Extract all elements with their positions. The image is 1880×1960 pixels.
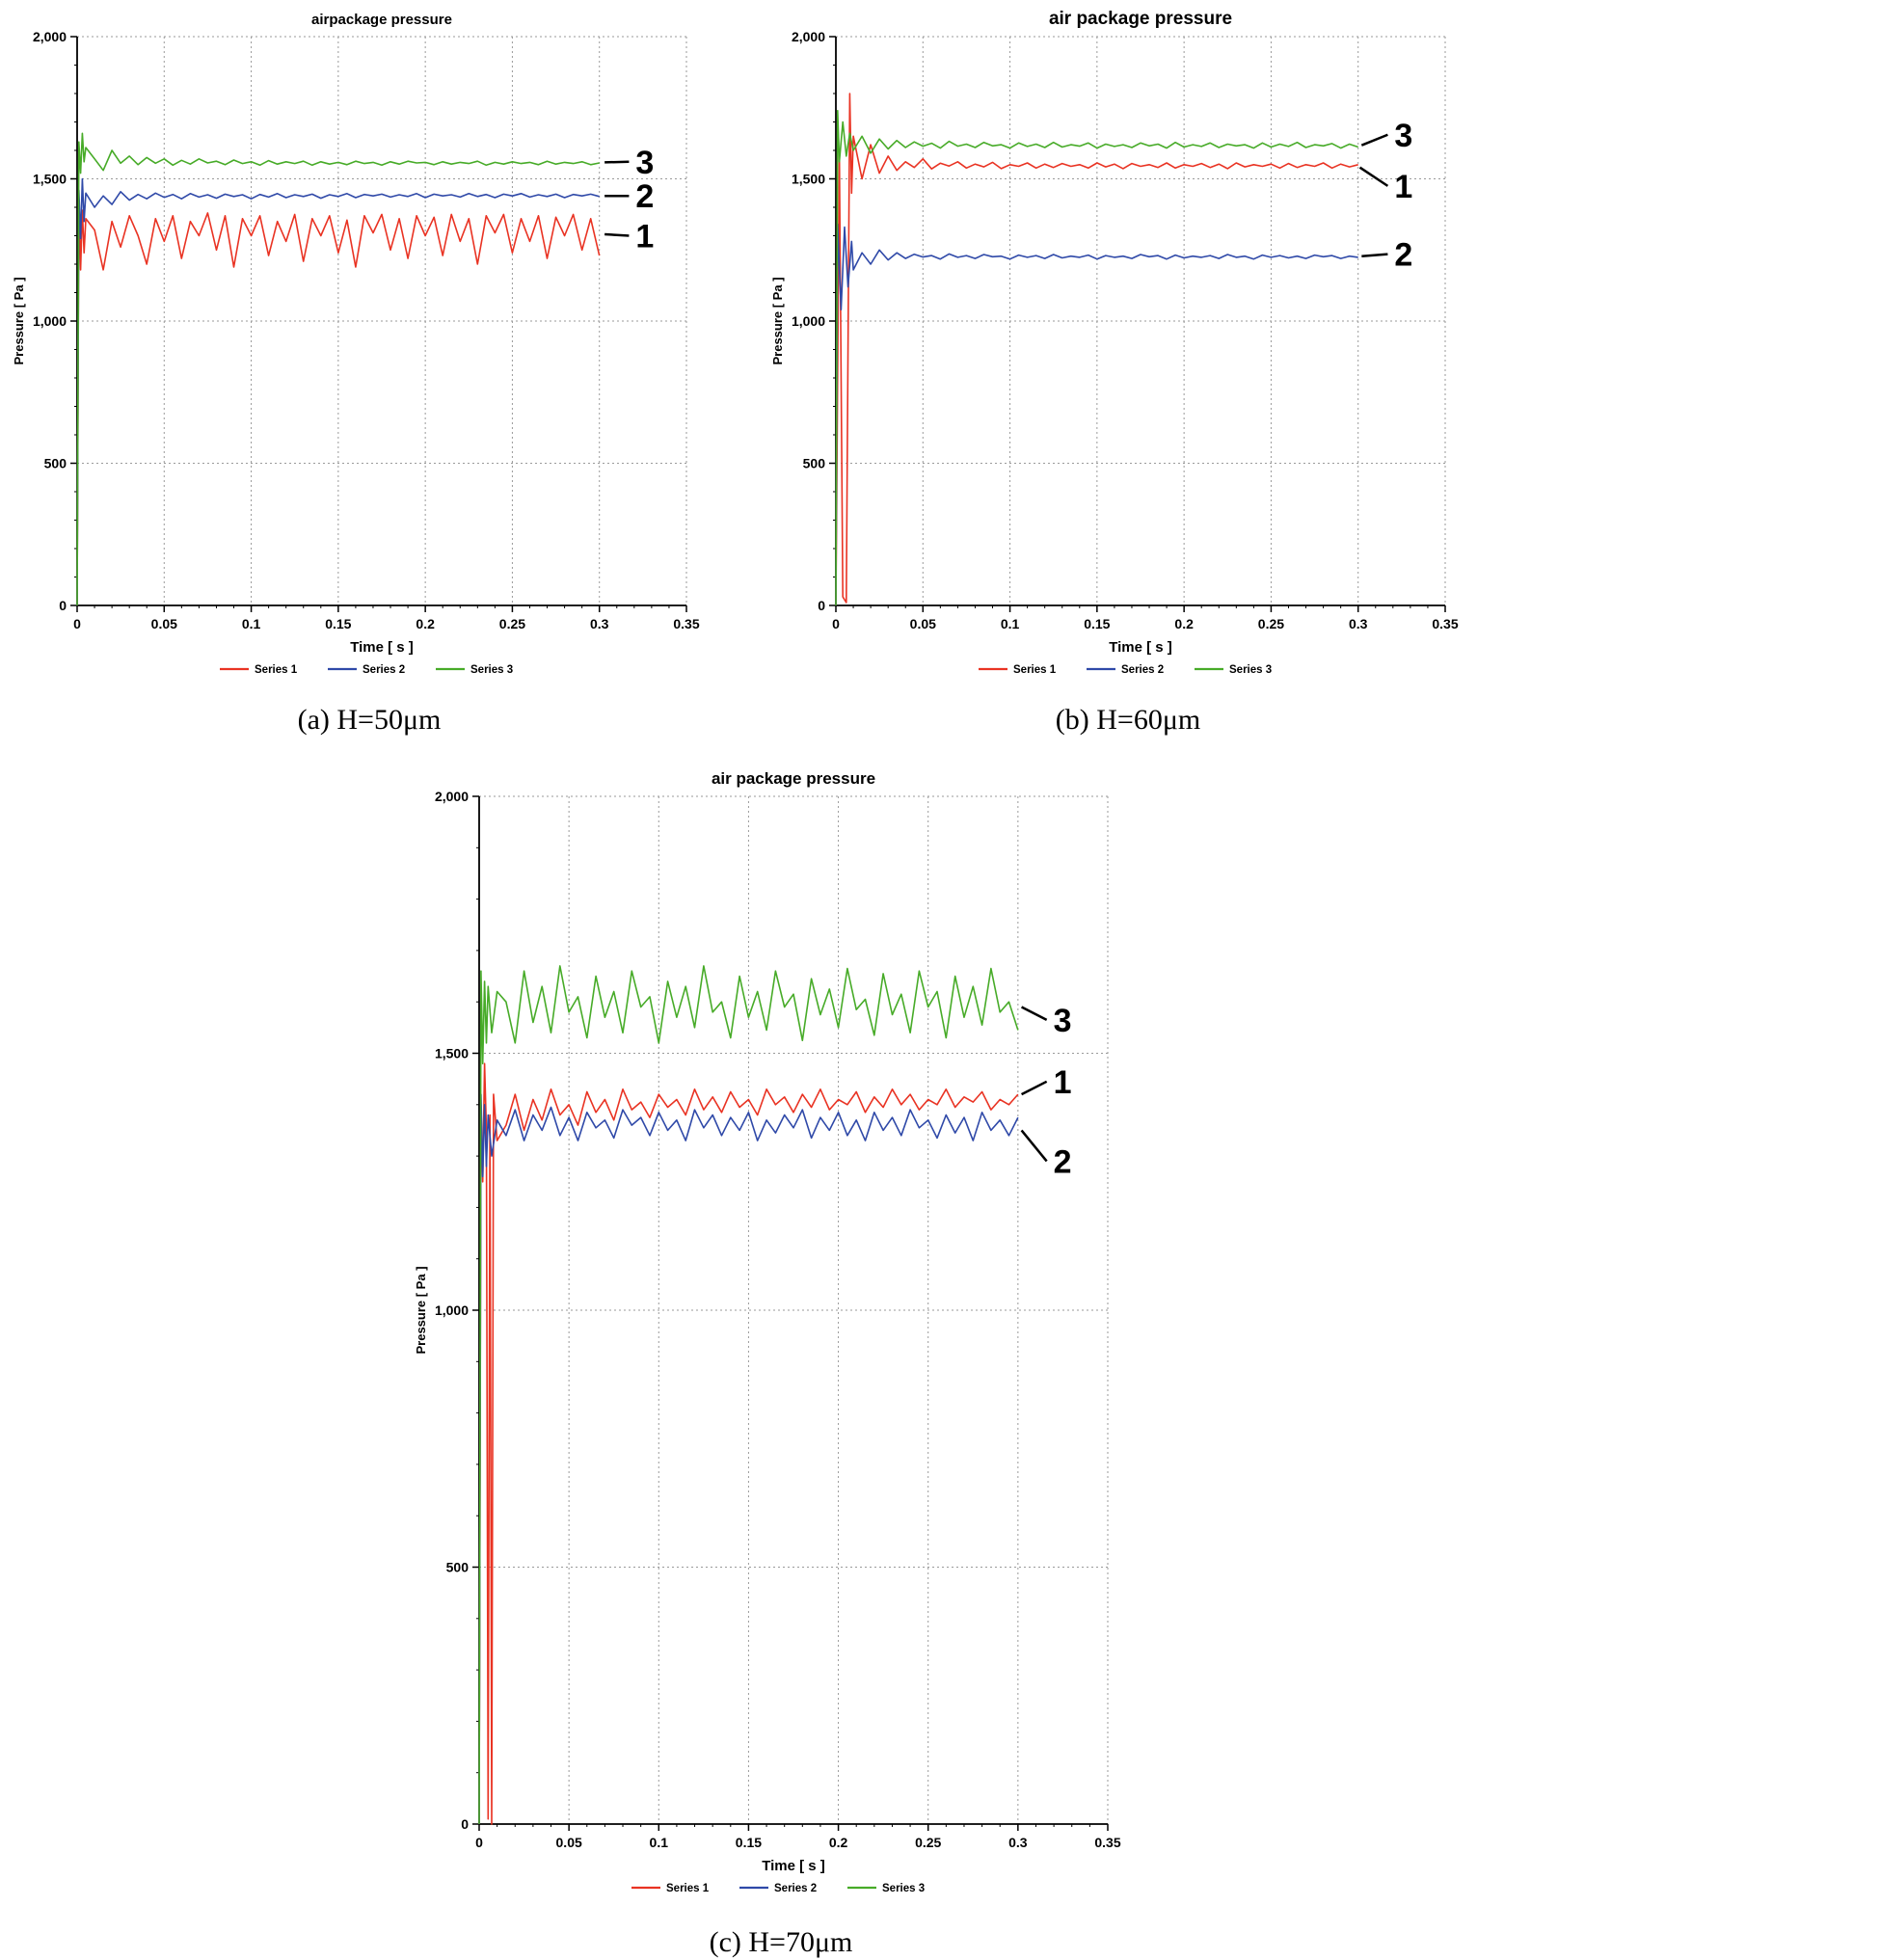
chart-b-caption: (b) H=60μm <box>1055 704 1201 736</box>
legend-label: Series 3 <box>1229 664 1272 676</box>
x-tick-label: 0.2 <box>1174 616 1194 631</box>
y-tick-label: 2,000 <box>792 29 825 44</box>
legend-label: Series 1 <box>1013 664 1057 676</box>
series-line-2 <box>478 1093 1019 1825</box>
series-line-1 <box>76 198 601 606</box>
y-axis-label: Pressure [ Pa ] <box>414 1266 428 1354</box>
x-axis-label: Time [ s ] <box>762 1858 825 1874</box>
y-tick-label: 0 <box>461 1816 469 1832</box>
y-axis-label: Pressure [ Pa ] <box>770 277 785 364</box>
chart-c-caption: (c) H=70μm <box>709 1926 853 1958</box>
x-tick-label: 0.25 <box>915 1835 941 1850</box>
x-tick-label: 0.15 <box>1084 616 1110 631</box>
x-tick-label: 0.2 <box>829 1835 848 1850</box>
y-tick-label: 2,000 <box>435 789 469 804</box>
y-tick-label: 0 <box>818 598 825 613</box>
series-line-1 <box>835 93 1358 606</box>
x-tick-label: 0 <box>475 1835 483 1850</box>
series-line-2 <box>835 223 1358 606</box>
annotation-label: 2 <box>1394 237 1412 274</box>
chart-title: air package pressure <box>1049 9 1232 29</box>
chart-title: airpackage pressure <box>311 12 452 28</box>
y-tick-label: 500 <box>803 456 826 471</box>
series-line-1 <box>478 1062 1019 1825</box>
annotation-leader <box>1020 1129 1048 1163</box>
series-line-3 <box>76 132 600 606</box>
y-axis-label: Pressure [ Pa ] <box>12 277 26 364</box>
annotation-label: 2 <box>635 178 654 215</box>
x-tick-label: 0.3 <box>1349 616 1368 631</box>
annotation-leader <box>604 232 630 237</box>
y-tick-label: 1,500 <box>435 1046 469 1061</box>
x-axis-label: Time [ s ] <box>350 639 414 656</box>
chart-b-canvas: 0 0.05 0.1 0.15 0.2 0.25 0.3 0.35 0 500 1,000 1,500… <box>770 9 1459 676</box>
x-tick-label: 0.15 <box>325 616 351 631</box>
chart-b-figure: 0 0.05 0.1 0.15 0.2 0.25 0.3 0.35 0 500 1,000 1,500… <box>766 4 1490 737</box>
x-tick-label: 0 <box>73 616 81 631</box>
chart-a-canvas: 0 0.05 0.1 0.15 0.2 0.25 0.3 0.35 0 500 1,000 1,500… <box>12 12 700 676</box>
chart-c-figure: 0 0.05 0.1 0.15 0.2 0.25 0.3 0.35 0 500 1,000 1,500… <box>410 764 1152 1959</box>
annotation-label: 3 <box>1394 118 1412 154</box>
y-tick-label: 1,000 <box>33 313 67 329</box>
chart-c-canvas: 0 0.05 0.1 0.15 0.2 0.25 0.3 0.35 0 500 1,000 1,500… <box>414 769 1121 1894</box>
legend-label: Series 1 <box>666 1883 710 1894</box>
x-tick-label: 0.05 <box>151 616 177 631</box>
x-axis-label: Time [ s ] <box>1109 639 1172 656</box>
x-tick-label: 0.05 <box>910 616 936 631</box>
x-tick-label: 0.15 <box>736 1835 762 1850</box>
x-tick-label: 0.3 <box>590 616 609 631</box>
legend-label: Series 2 <box>363 664 405 676</box>
series-line-3 <box>478 965 1019 1825</box>
chart-a-figure: 0 0.05 0.1 0.15 0.2 0.25 0.3 0.35 0 500 1,000 1,500… <box>8 4 731 737</box>
annotation-leader <box>1358 166 1389 187</box>
annotation-label: 1 <box>1394 169 1412 205</box>
annotation-leader <box>604 160 630 164</box>
x-tick-label: 0.35 <box>1432 616 1458 631</box>
series-line-3 <box>835 109 1358 606</box>
x-tick-label: 0.35 <box>1094 1835 1120 1850</box>
annotation-leader <box>1360 133 1388 147</box>
annotation-leader <box>1361 253 1388 257</box>
legend-label: Series 3 <box>882 1883 925 1894</box>
legend-label: Series 3 <box>470 664 513 676</box>
y-tick-label: 1,500 <box>792 172 825 187</box>
chart-title: air package pressure <box>712 769 875 788</box>
x-tick-label: 0.3 <box>1008 1835 1028 1850</box>
y-tick-label: 1,000 <box>435 1302 469 1318</box>
x-tick-label: 0.1 <box>242 616 261 631</box>
annotation-label: 1 <box>635 219 654 255</box>
legend-label: Series 2 <box>774 1883 817 1894</box>
series-line-2 <box>76 177 600 606</box>
y-tick-label: 1,500 <box>33 172 67 187</box>
x-tick-label: 0.25 <box>499 616 525 631</box>
annotation-leader <box>1021 1006 1048 1021</box>
annotation-label: 3 <box>1054 1003 1072 1039</box>
x-tick-label: 0 <box>832 616 840 631</box>
legend-label: Series 1 <box>255 664 298 676</box>
annotation-label: 2 <box>1054 1143 1072 1180</box>
x-tick-label: 0.05 <box>556 1835 582 1850</box>
x-tick-label: 0.35 <box>673 616 699 631</box>
annotation-leader <box>1021 1080 1048 1096</box>
y-tick-label: 0 <box>59 598 67 613</box>
legend-label: Series 2 <box>1121 664 1164 676</box>
x-tick-label: 0.2 <box>416 616 435 631</box>
x-tick-label: 0.25 <box>1258 616 1284 631</box>
x-tick-label: 0.1 <box>650 1835 669 1850</box>
chart-a-caption: (a) H=50μm <box>297 704 442 736</box>
y-tick-label: 1,000 <box>792 313 825 329</box>
y-tick-label: 500 <box>44 456 67 471</box>
y-tick-label: 2,000 <box>33 29 67 44</box>
annotation-label: 1 <box>1054 1064 1072 1101</box>
y-tick-label: 500 <box>446 1560 470 1575</box>
x-tick-label: 0.1 <box>1001 616 1020 631</box>
annotation-label: 3 <box>635 145 654 181</box>
